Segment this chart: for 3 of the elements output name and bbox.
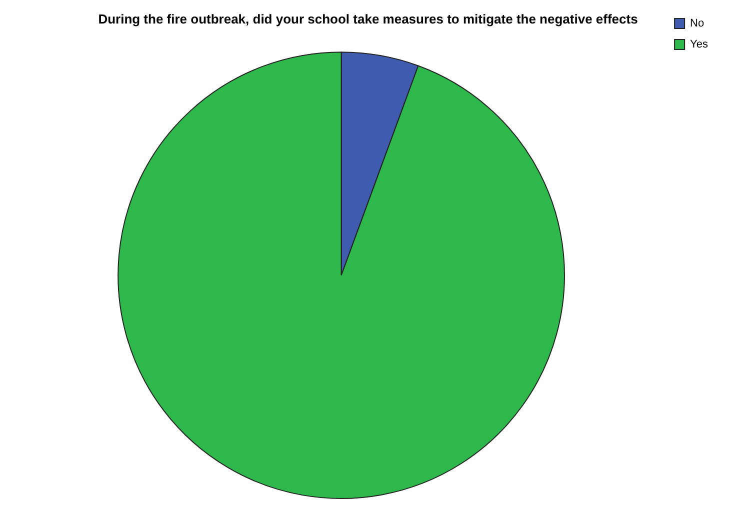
chart-title: During the fire outbreak, did your school take measures to mitigate the negative effects [98,11,638,26]
legend-label: Yes [690,38,708,51]
legend-label: No [690,18,704,30]
